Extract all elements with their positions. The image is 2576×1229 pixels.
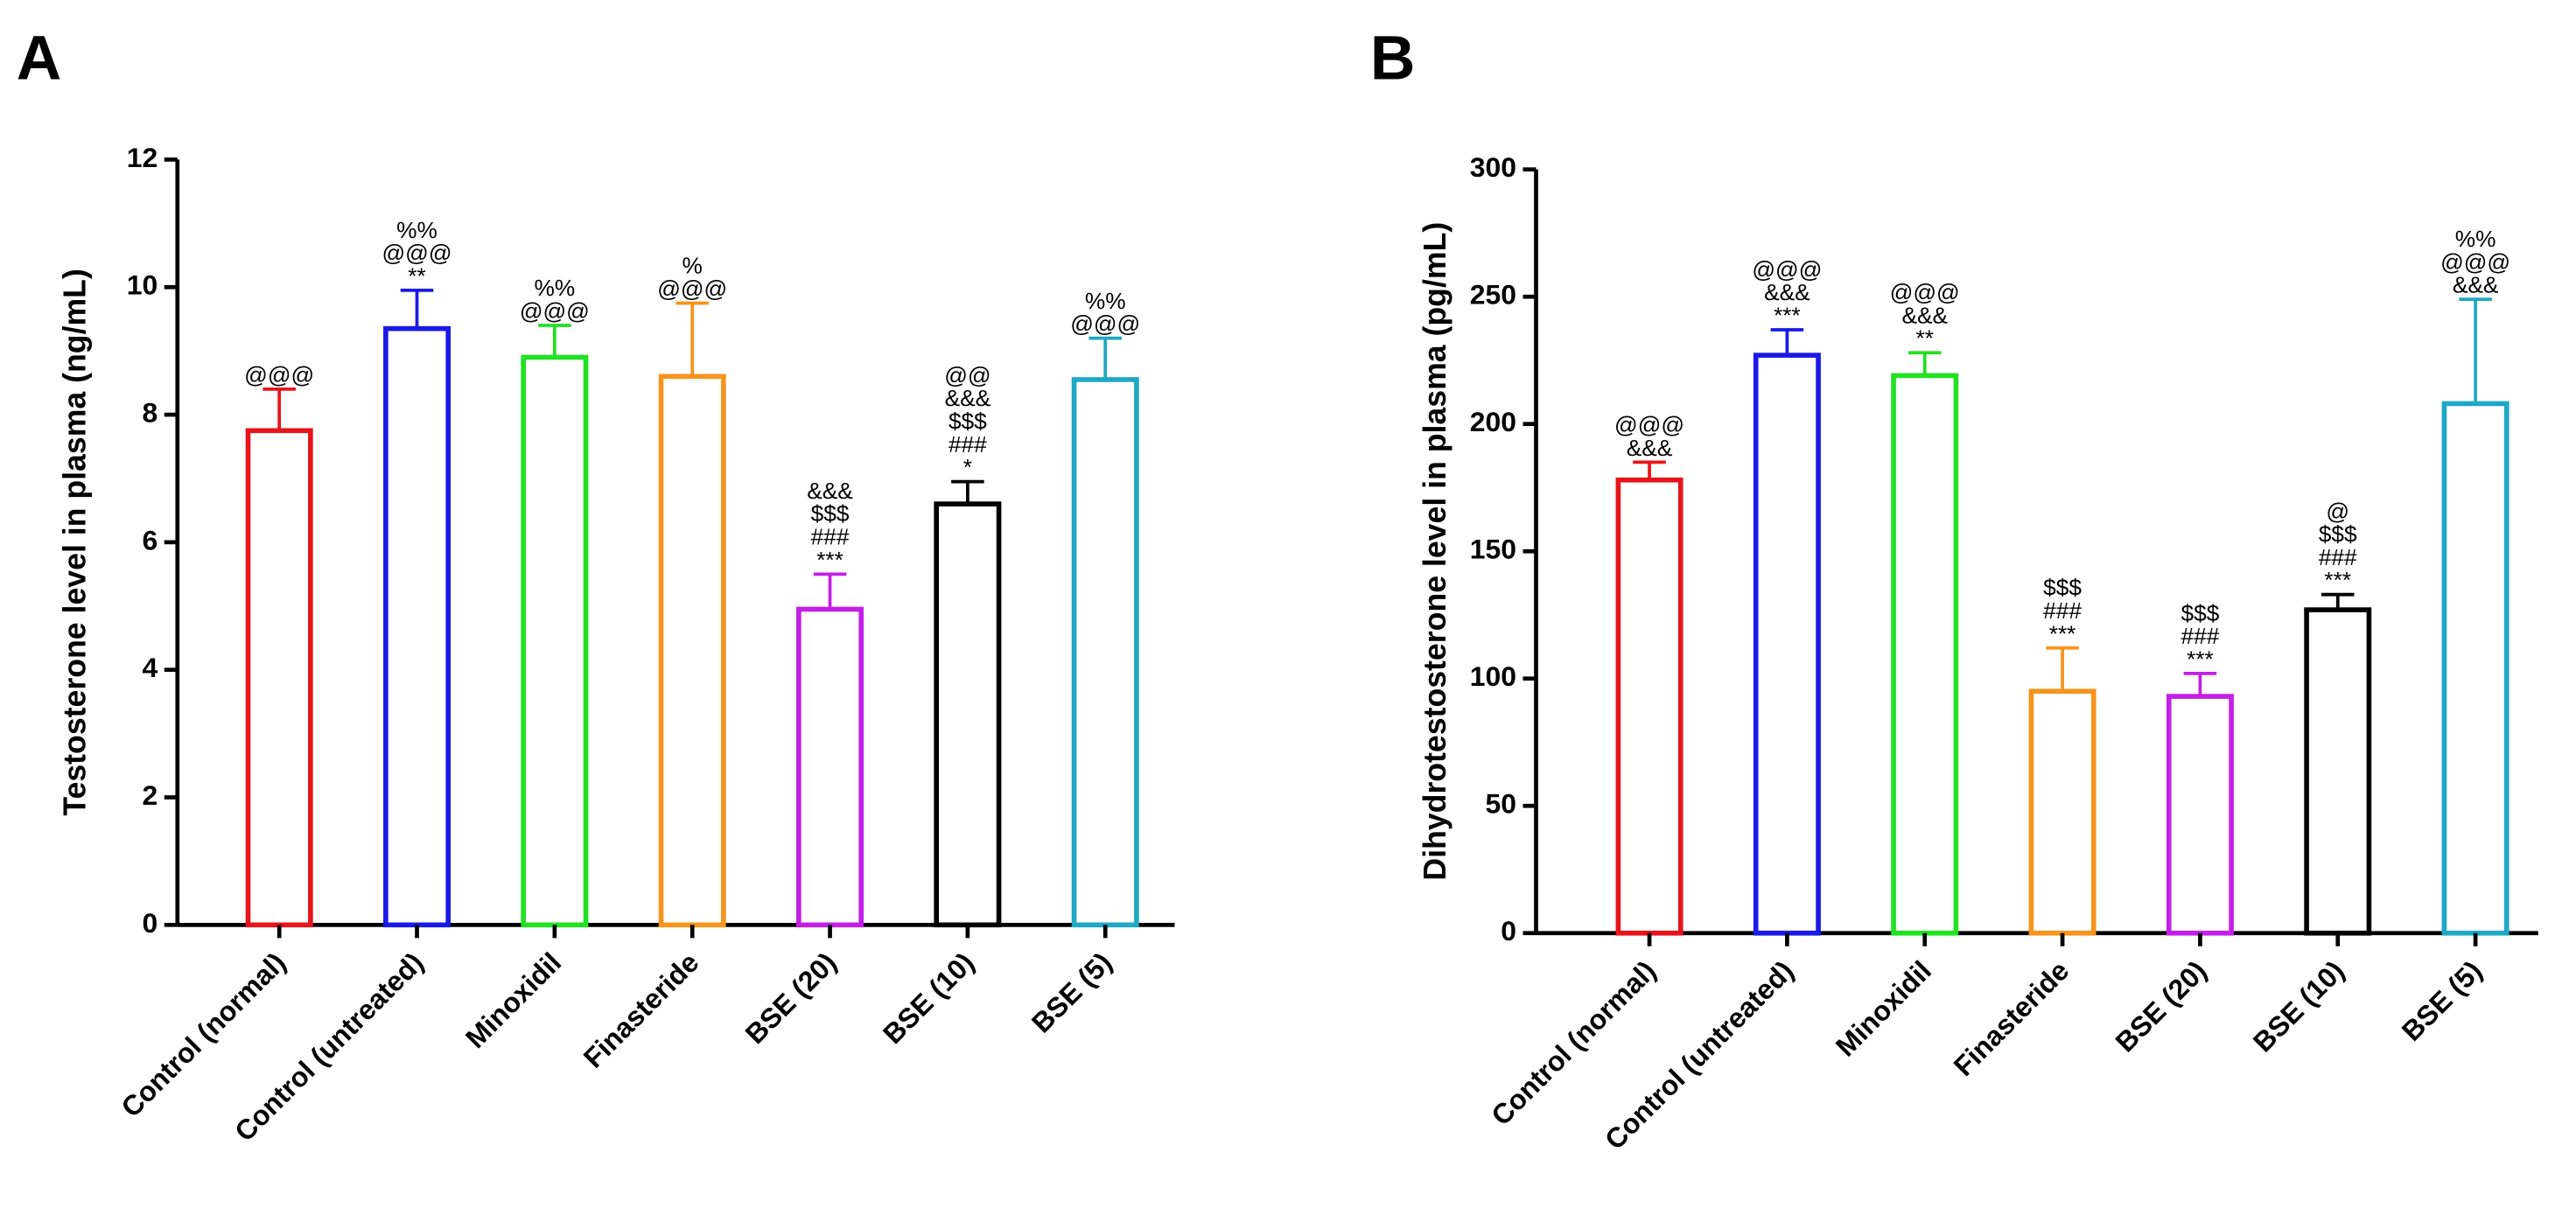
- bar: [2304, 607, 2372, 936]
- y-tick-label: 150: [1470, 534, 1516, 565]
- significance-label: ***: [1774, 303, 1801, 329]
- significance-label: ###: [2043, 597, 2082, 624]
- y-tick-label: 8: [142, 396, 158, 428]
- significance-label: &&&: [1901, 302, 1948, 328]
- significance-label: %: [682, 253, 703, 279]
- y-tick-label: 300: [1470, 151, 1516, 183]
- x-tick-label: Minoxidil: [1830, 954, 1937, 1062]
- significance-label: **: [408, 262, 425, 289]
- x-tick-label: BSE (20): [2110, 954, 2213, 1058]
- significance-label: &&&: [1627, 435, 1673, 461]
- significance-label: @@@: [1614, 412, 1684, 438]
- y-tick-label: 10: [127, 269, 158, 301]
- significance-label: ***: [2049, 620, 2076, 646]
- bar: [2166, 694, 2234, 936]
- significance-label: $$$: [948, 409, 987, 435]
- significance-label: @@@: [1752, 256, 1822, 283]
- bar: [2441, 401, 2510, 936]
- bar: [245, 428, 313, 928]
- significance-label: &&&: [807, 478, 853, 504]
- bar: [796, 606, 864, 928]
- y-tick-label: 100: [1470, 660, 1516, 692]
- significance-label: ###: [948, 431, 987, 457]
- bar: [658, 374, 726, 928]
- significance-label: &&&: [1764, 279, 1810, 305]
- x-tick-label: BSE (5): [1026, 946, 1118, 1039]
- x-tick-label: BSE (10): [2247, 954, 2350, 1058]
- bar: [383, 325, 452, 928]
- y-tick-label: 4: [142, 652, 158, 683]
- y-tick-label: 250: [1470, 279, 1516, 311]
- significance-label: @@: [944, 362, 990, 388]
- y-axis-label: Testosterone level in plasma (ng/mL): [58, 269, 93, 815]
- significance-label: ###: [2181, 623, 2220, 649]
- significance-label: *: [963, 454, 972, 480]
- bar: [2028, 688, 2096, 936]
- significance-label: @@@: [1070, 311, 1140, 337]
- y-tick-label: 0: [142, 907, 158, 939]
- significance-label: $$$: [2181, 600, 2220, 626]
- y-tick-label: 6: [142, 524, 158, 555]
- significance-label: %%: [396, 217, 438, 243]
- x-tick-label: Finasteride: [578, 946, 705, 1074]
- significance-label: ***: [2324, 567, 2351, 593]
- y-tick-label: 12: [127, 142, 158, 173]
- y-tick-label: 50: [1485, 788, 1516, 820]
- significance-label: %%: [1085, 288, 1126, 314]
- significance-label: $$$: [811, 500, 850, 527]
- significance-label: %%: [2455, 226, 2496, 252]
- significance-label: $$$: [2319, 521, 2357, 548]
- panel-label: B: [1370, 23, 1416, 93]
- significance-label: ###: [2319, 544, 2357, 570]
- bar: [521, 354, 589, 928]
- bar: [1891, 373, 1959, 936]
- significance-label: @@@: [382, 240, 452, 266]
- significance-label: @@@: [2440, 248, 2510, 275]
- significance-label: ***: [816, 547, 844, 573]
- significance-label: ###: [811, 524, 850, 550]
- x-tick-label: Minoxidil: [459, 946, 567, 1054]
- significance-label: &&&: [2453, 272, 2499, 298]
- significance-label: ***: [2187, 646, 2214, 672]
- x-tick-label: BSE (10): [877, 946, 980, 1050]
- significance-label: @@@: [657, 276, 727, 302]
- y-tick-label: 0: [1501, 915, 1516, 946]
- significance-label: @@@: [244, 361, 314, 388]
- y-axis-label: Dihydrotestosterone level in plasma (pg/…: [1418, 222, 1452, 881]
- significance-label: @@@: [1890, 279, 1960, 305]
- significance-label: %%: [535, 275, 576, 301]
- y-tick-label: 200: [1470, 406, 1516, 437]
- x-tick-label: BSE (5): [2396, 954, 2488, 1047]
- bar: [1753, 353, 1821, 936]
- x-tick-label: Finasteride: [1948, 954, 2076, 1082]
- significance-label: $$$: [2043, 575, 2082, 601]
- x-tick-label: BSE (20): [739, 946, 843, 1050]
- y-tick-label: 2: [142, 779, 158, 811]
- bar: [1615, 477, 1684, 936]
- bar: [1071, 377, 1139, 928]
- significance-label: &&&: [945, 385, 991, 411]
- significance-label: @: [2326, 498, 2349, 524]
- significance-label: @@@: [520, 297, 590, 324]
- panel-label: A: [17, 23, 62, 93]
- bar: [934, 501, 1002, 928]
- significance-label: **: [1916, 325, 1934, 352]
